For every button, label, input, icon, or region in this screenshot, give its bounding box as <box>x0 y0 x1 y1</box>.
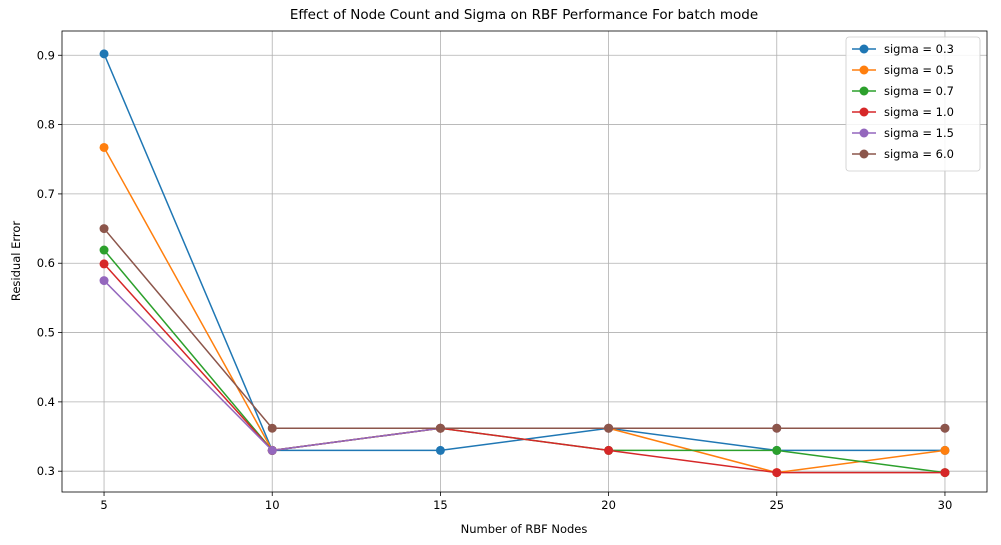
x-tick-label: 30 <box>938 498 953 512</box>
legend-item: sigma = 0.7 <box>852 84 954 98</box>
legend-label: sigma = 6.0 <box>884 147 954 161</box>
y-tick-label: 0.8 <box>37 118 55 132</box>
data-point <box>99 142 109 152</box>
data-point <box>99 276 109 286</box>
x-tick-label: 20 <box>601 498 616 512</box>
x-tick-label: 5 <box>100 498 107 512</box>
data-point <box>99 259 109 269</box>
legend-marker <box>859 149 869 159</box>
data-point <box>772 468 782 478</box>
y-tick-label: 0.5 <box>37 326 55 340</box>
data-point <box>772 423 782 433</box>
series-layer <box>99 49 950 478</box>
series-line <box>103 263 945 474</box>
series-line <box>103 147 946 474</box>
series-line <box>103 228 945 429</box>
data-point <box>940 445 950 455</box>
data-point <box>940 423 950 433</box>
legend: sigma = 0.3 sigma = 0.5 sigma = 0.7 sigma =… <box>845 36 981 172</box>
chart-title: Effect of Node Count and Sigma on RBF Pe… <box>290 7 758 23</box>
legend-marker <box>859 107 869 117</box>
legend-item: sigma = 0.3 <box>852 42 954 56</box>
legend-label: sigma = 0.5 <box>884 63 954 77</box>
plot-area-frame <box>61 30 988 493</box>
series-6 <box>99 224 950 433</box>
y-tick-label: 0.3 <box>37 464 55 478</box>
legend-marker <box>859 128 869 138</box>
data-point <box>435 445 445 455</box>
legend-item: sigma = 0.5 <box>852 63 954 77</box>
x-axis-label: Number of RBF Nodes <box>461 522 588 536</box>
data-point <box>267 445 277 455</box>
x-tick-label: 10 <box>265 498 280 512</box>
legend-label: sigma = 0.3 <box>884 42 954 56</box>
series-2 <box>99 142 950 478</box>
x-tick-label: 15 <box>433 498 448 512</box>
legend-marker <box>859 86 869 96</box>
legend-marker <box>859 44 869 54</box>
legend-label: sigma = 0.7 <box>884 84 954 98</box>
series-3 <box>99 245 950 478</box>
data-point <box>99 224 109 234</box>
data-point <box>940 468 950 478</box>
data-point <box>267 423 277 433</box>
series-1 <box>99 49 950 455</box>
series-line <box>103 53 945 452</box>
y-tick-label: 0.6 <box>37 256 55 270</box>
x-tick-label: 25 <box>769 498 784 512</box>
data-point <box>435 423 445 433</box>
x-axis-ticks: 5 10 15 20 25 30 <box>100 492 952 512</box>
legend-label: sigma = 1.5 <box>884 126 954 140</box>
data-point <box>99 245 109 255</box>
y-tick-label: 0.7 <box>37 187 55 201</box>
data-point <box>604 445 614 455</box>
legend-item: sigma = 1.0 <box>852 105 954 119</box>
data-point <box>604 423 614 433</box>
y-axis-label: Residual Error <box>9 221 23 302</box>
data-point <box>772 445 782 455</box>
legend-item: sigma = 1.5 <box>852 126 954 140</box>
legend-label: sigma = 1.0 <box>884 105 954 119</box>
series-line <box>103 280 945 452</box>
y-tick-label: 0.4 <box>37 395 55 409</box>
legend-marker <box>859 65 869 75</box>
legend-box <box>845 36 981 172</box>
legend-item: sigma = 6.0 <box>852 147 954 161</box>
y-tick-label: 0.9 <box>37 48 55 62</box>
y-axis-ticks: 0.3 0.4 0.5 0.6 0.7 0.8 0.9 <box>37 48 62 478</box>
data-point <box>99 49 109 59</box>
